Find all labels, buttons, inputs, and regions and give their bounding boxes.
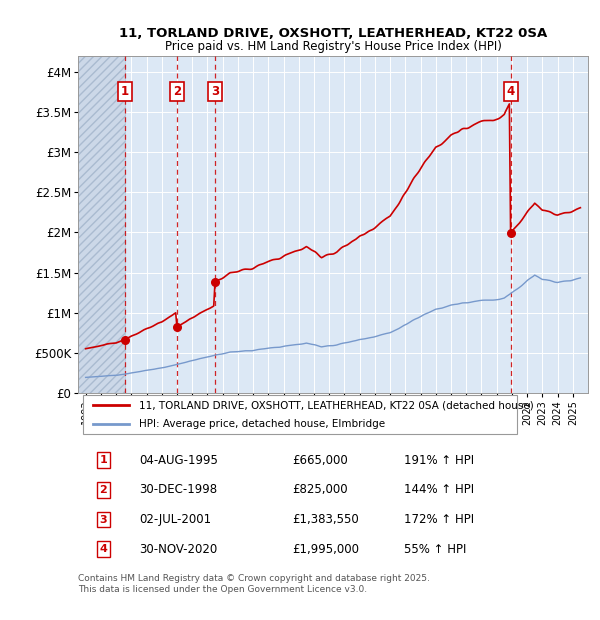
Text: 30-DEC-1998: 30-DEC-1998 [139,484,217,497]
Text: 1: 1 [121,85,129,98]
Text: 2: 2 [173,85,181,98]
Text: 1: 1 [100,455,107,465]
Text: 3: 3 [211,85,219,98]
Text: 3: 3 [100,515,107,525]
Text: 191% ↑ HPI: 191% ↑ HPI [404,454,475,467]
Text: £1,383,550: £1,383,550 [292,513,359,526]
Text: 4: 4 [100,544,107,554]
Text: £825,000: £825,000 [292,484,348,497]
Text: 11, TORLAND DRIVE, OXSHOTT, LEATHERHEAD, KT22 0SA (detached house): 11, TORLAND DRIVE, OXSHOTT, LEATHERHEAD,… [139,400,534,410]
Text: 04-AUG-1995: 04-AUG-1995 [139,454,218,467]
Text: 55% ↑ HPI: 55% ↑ HPI [404,542,467,556]
FancyBboxPatch shape [83,395,517,434]
Text: 30-NOV-2020: 30-NOV-2020 [139,542,217,556]
Text: 2: 2 [100,485,107,495]
Text: 172% ↑ HPI: 172% ↑ HPI [404,513,475,526]
Text: £1,995,000: £1,995,000 [292,542,359,556]
Text: HPI: Average price, detached house, Elmbridge: HPI: Average price, detached house, Elmb… [139,419,385,429]
Text: £665,000: £665,000 [292,454,348,467]
Text: 144% ↑ HPI: 144% ↑ HPI [404,484,475,497]
Text: Price paid vs. HM Land Registry's House Price Index (HPI): Price paid vs. HM Land Registry's House … [164,40,502,53]
Bar [78,56,125,393]
Text: 02-JUL-2001: 02-JUL-2001 [139,513,211,526]
Text: Contains HM Land Registry data © Crown copyright and database right 2025.
This d: Contains HM Land Registry data © Crown c… [78,575,430,594]
Text: 4: 4 [506,85,515,98]
Text: 11, TORLAND DRIVE, OXSHOTT, LEATHERHEAD, KT22 0SA: 11, TORLAND DRIVE, OXSHOTT, LEATHERHEAD,… [119,27,547,40]
